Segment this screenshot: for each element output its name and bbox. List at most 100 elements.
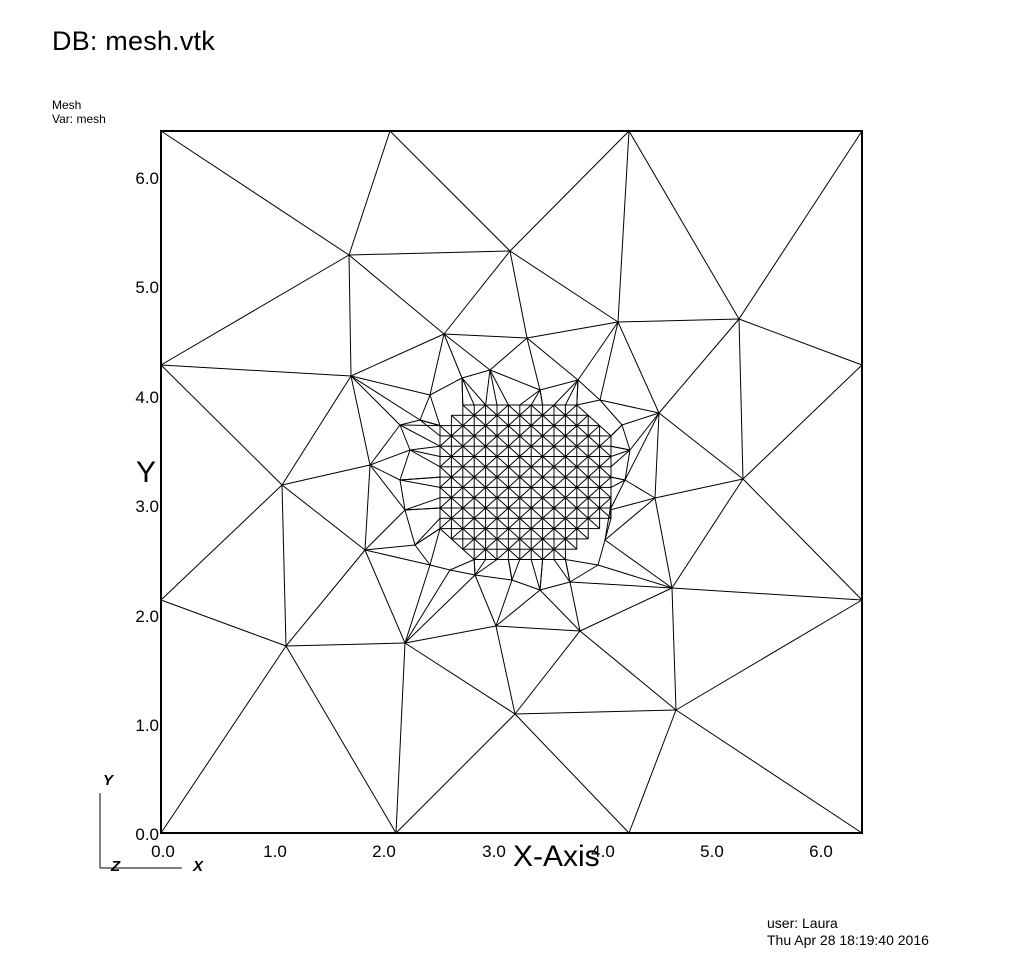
mesh-edge [485,548,498,560]
mesh-edge [508,507,521,519]
mesh-edge [281,375,352,486]
mesh-edge [542,425,555,437]
mesh-edge [496,466,509,478]
mesh-edge [530,414,543,426]
mesh-edge [473,497,486,509]
mesh-edge [462,507,475,519]
mesh-edge [462,538,475,550]
mesh-edge [364,464,371,551]
mesh-edge [587,507,600,519]
mesh-edge [576,466,589,478]
mesh-edge [462,517,475,529]
mesh-edge [439,528,452,540]
mesh-edge [576,399,601,406]
mesh-edge [742,364,863,480]
mesh-edge [530,445,543,457]
mesh-edge [610,449,631,468]
mesh-edge [485,476,498,488]
mesh-edge [160,484,283,601]
mesh-edge [530,425,543,437]
mesh-edge [599,321,619,401]
mesh-edge [508,476,521,488]
mesh-edge [624,412,660,481]
mesh-edge [542,507,555,519]
y-tick-label: 2.0 [135,607,159,626]
mesh-edge [587,435,600,447]
mesh-edge [542,435,555,447]
mesh-edge [553,559,571,583]
mesh-edge [473,456,486,468]
mesh-edge [160,364,283,486]
mesh-edge [553,414,566,426]
mesh-edge [419,394,431,421]
mesh-edge [621,424,631,451]
mesh-edge [519,445,532,457]
mesh-edge [473,476,486,488]
mesh-edge [496,497,509,509]
mesh-edge [542,456,555,468]
triad-x-label: X [192,858,204,875]
y-tick-label: 1.0 [135,716,159,735]
mesh-edge [451,435,464,447]
mesh-edge [519,528,532,540]
mesh-edge [350,333,445,377]
mesh-edge [485,497,498,509]
mesh-edge [508,404,521,416]
mesh-edge [576,435,589,447]
mesh-edge [519,435,532,447]
mesh-edge [285,642,406,647]
mesh-edge [439,435,452,447]
mesh-edge [364,509,406,551]
mesh-edge [474,559,487,576]
mesh-edge [485,414,498,426]
y-tick-label: 6.0 [135,169,159,188]
mesh-edge [496,487,509,499]
mesh-edge [348,250,511,256]
mesh-edge [519,517,532,529]
mesh-edge [519,476,532,488]
mesh-edge [485,445,498,457]
mesh-edge [509,130,630,252]
mesh-edge [542,487,555,499]
mesh-edge [364,544,416,551]
mesh-edge [519,497,532,509]
mesh-edge [624,449,631,481]
mesh-edge [462,414,475,426]
mesh-edge [514,630,581,715]
mesh-edge [485,487,498,499]
mesh-edge [399,419,421,426]
mesh-edge [599,425,612,437]
mesh-edge [654,497,673,589]
mesh-edge [565,404,578,416]
mesh-edge [542,404,555,416]
mesh-edge [496,538,509,550]
mesh-edge [462,476,475,488]
mesh-edge [489,369,541,391]
mesh-edge [285,645,397,834]
mesh-edge [496,425,509,437]
mesh-edge [565,559,599,566]
mesh-edge [658,412,744,480]
mesh-edge [597,564,673,589]
mesh-edge [474,574,497,627]
mesh-edge [530,487,543,499]
mesh-edge [604,497,656,541]
mesh-edge [539,379,579,391]
mesh-edge [414,517,441,546]
mesh-edge [610,424,623,437]
mesh-edge [473,435,486,447]
mesh-edge [610,445,631,451]
mesh-edge [569,581,581,632]
x-tick-label: 5.0 [700,842,724,861]
mesh-edge [443,333,491,371]
mesh-edge [610,476,626,481]
mesh-edge [489,369,509,406]
mesh-edge [485,517,498,529]
mesh-edge [409,449,441,457]
mesh-edge [451,517,464,529]
mesh-edge [369,464,406,511]
mesh-edge [449,569,476,576]
mesh-edge [439,507,452,519]
mesh-edge [160,130,350,256]
y-axis-title: Y [136,456,156,489]
